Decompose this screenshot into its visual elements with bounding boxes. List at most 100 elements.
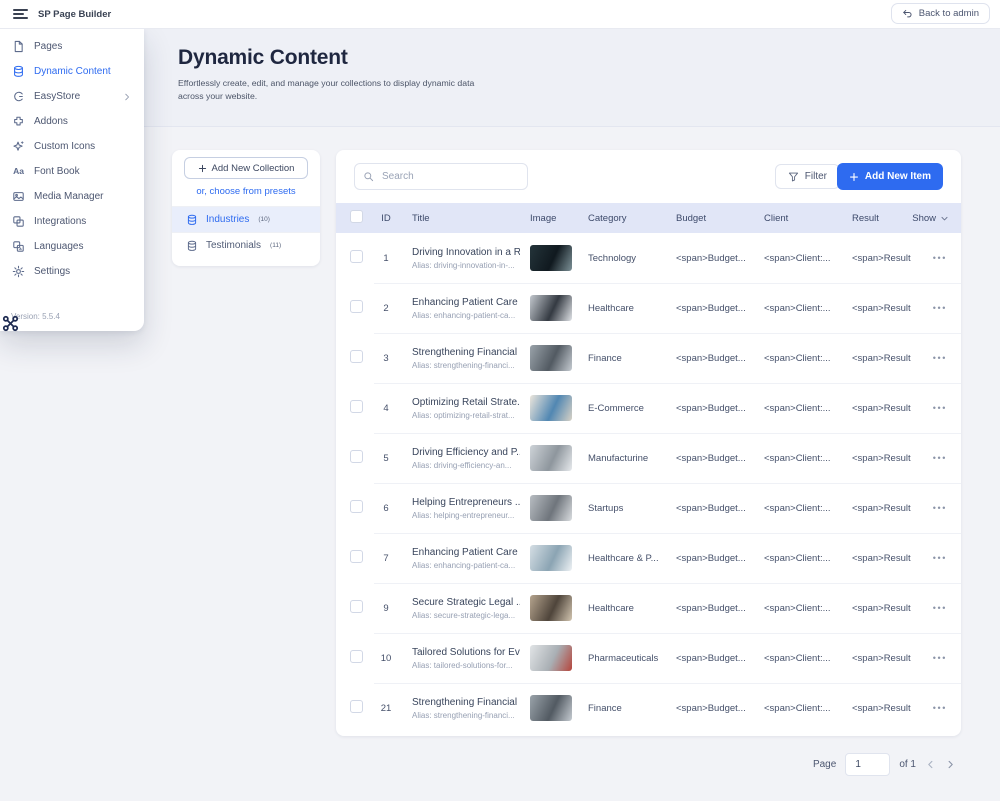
row-actions-button[interactable]: ••• — [932, 603, 947, 613]
sidebar-item-label: Custom Icons — [34, 141, 96, 152]
row-budget: <span>Budget... — [676, 302, 746, 314]
row-client: <span>Client:... — [764, 502, 831, 514]
row-client: <span>Client:... — [764, 302, 831, 314]
row-checkbox[interactable] — [350, 700, 363, 713]
row-actions-button[interactable]: ••• — [932, 453, 947, 463]
search-input[interactable] — [380, 170, 519, 183]
table-row: 3 Strengthening Financial ... Alias: stren… — [336, 333, 961, 383]
row-actions-button[interactable]: ••• — [932, 303, 947, 313]
row-checkbox[interactable] — [350, 650, 363, 663]
next-page-button[interactable] — [945, 759, 956, 770]
row-id: 2 — [383, 302, 389, 314]
row-checkbox[interactable] — [350, 450, 363, 463]
page-label: Page — [812, 759, 837, 770]
sidebar-item-label: Font Book — [34, 166, 80, 177]
column-header-result: Result — [852, 212, 879, 224]
table-row: 7 Enhancing Patient Care ... Alias: enhanc… — [336, 533, 961, 583]
plus-icon — [198, 164, 207, 173]
sidebar-item-label: Languages — [34, 241, 84, 252]
row-thumbnail — [530, 545, 572, 571]
row-thumbnail — [530, 245, 572, 271]
table-row: 1 Driving Innovation in a R... Alias: driv… — [336, 233, 961, 283]
sidebar-item-custom-icons[interactable]: Custom Icons — [0, 134, 144, 159]
row-checkbox[interactable] — [350, 400, 363, 413]
table-row: 6 Helping Entrepreneurs ... Alias: helping… — [336, 483, 961, 533]
row-actions-button[interactable]: ••• — [932, 653, 947, 663]
row-thumbnail — [530, 345, 572, 371]
settings-icon — [12, 265, 25, 278]
search-box — [354, 163, 528, 190]
page-number-input[interactable] — [845, 753, 891, 776]
column-header-title: Title — [412, 212, 430, 224]
add-new-collection-button[interactable]: Add New Collection — [184, 157, 308, 179]
collection-item-label: Testimonials — [206, 240, 262, 251]
row-budget: <span>Budget... — [676, 502, 746, 514]
table-header-row: ID Title Image Category Budget Client Re… — [336, 203, 961, 233]
row-checkbox[interactable] — [350, 550, 363, 563]
sidebar-item-font-book[interactable]: Aa Font Book — [0, 159, 144, 184]
row-actions-button[interactable]: ••• — [932, 403, 947, 413]
row-actions-button[interactable]: ••• — [932, 503, 947, 513]
sidebar-item-media-manager[interactable]: Media Manager — [0, 184, 144, 209]
row-title: Enhancing Patient Care ... — [412, 546, 520, 558]
chevron-down-icon — [940, 214, 949, 223]
sidebar-item-pages[interactable]: Pages — [0, 34, 144, 59]
filter-button[interactable]: Filter — [774, 164, 840, 189]
joomla-logo-icon — [2, 315, 19, 337]
collections-list: Industries (10) Testimonials (11) — [172, 206, 320, 258]
collection-item-industries[interactable]: Industries (10) — [172, 206, 320, 232]
row-actions-button[interactable]: ••• — [932, 703, 947, 713]
collection-item-testimonials[interactable]: Testimonials (11) — [172, 232, 320, 258]
pagination: Page of 1 — [813, 753, 956, 776]
back-to-admin-button[interactable]: Back to admin — [890, 3, 990, 24]
row-checkbox[interactable] — [350, 250, 363, 263]
row-thumbnail — [530, 495, 572, 521]
font-book-icon: Aa — [13, 166, 24, 176]
previous-page-button[interactable] — [925, 759, 936, 770]
column-header-budget: Budget — [676, 212, 707, 224]
languages-icon — [12, 240, 25, 253]
add-new-item-button[interactable]: Add New Item — [836, 163, 943, 190]
row-budget: <span>Budget... — [676, 702, 746, 714]
row-title: Strengthening Financial ... — [412, 346, 520, 358]
show-label: Show — [912, 212, 936, 224]
row-result: <span>Result — [852, 252, 911, 264]
row-category: Finance — [588, 702, 622, 714]
topbar: SP Page Builder Back to admin — [0, 0, 1000, 29]
page-of-label: of 1 — [899, 759, 916, 770]
row-checkbox[interactable] — [350, 350, 363, 363]
sidebar-item-easystore[interactable]: EasyStore — [0, 84, 144, 109]
custom-icons-icon — [12, 140, 25, 153]
row-alias: Alias: strengthening-financi... — [412, 360, 515, 370]
sidebar-item-dynamic-content[interactable]: Dynamic Content — [0, 59, 144, 84]
select-all-checkbox[interactable] — [350, 210, 363, 223]
sidebar-item-settings[interactable]: Settings — [0, 259, 144, 284]
row-actions-button[interactable]: ••• — [932, 253, 947, 263]
row-actions-button[interactable]: ••• — [932, 353, 947, 363]
menu-toggle-icon[interactable] — [13, 6, 28, 21]
row-checkbox[interactable] — [350, 600, 363, 613]
row-id: 3 — [383, 352, 389, 364]
row-alias: Alias: driving-innovation-in-... — [412, 260, 515, 270]
row-checkbox[interactable] — [350, 500, 363, 513]
sidebar-menu: Pages Dynamic Content EasyStore Addons Custo… — [0, 28, 144, 332]
sidebar-item-label: Media Manager — [34, 191, 104, 202]
row-category: Startups — [588, 502, 624, 514]
sidebar-item-label: Integrations — [34, 216, 87, 227]
row-actions-button[interactable]: ••• — [932, 553, 947, 563]
page-header: Dynamic Content Effortlessly create, edi… — [0, 28, 1000, 127]
choose-presets-link[interactable]: or, choose from presets — [196, 186, 296, 197]
collection-item-label: Industries — [206, 214, 250, 225]
show-dropdown[interactable]: Show — [912, 213, 961, 224]
sidebar-item-addons[interactable]: Addons — [0, 109, 144, 134]
row-title: Driving Innovation in a R... — [412, 246, 520, 258]
row-alias: Alias: enhancing-patient-ca... — [412, 310, 516, 320]
row-checkbox[interactable] — [350, 300, 363, 313]
row-id: 7 — [383, 552, 389, 564]
row-budget: <span>Budget... — [676, 652, 746, 664]
row-title: Enhancing Patient Care ... — [412, 296, 520, 308]
sidebar-item-languages[interactable]: Languages — [0, 234, 144, 259]
row-alias: Alias: optimizing-retail-strat... — [412, 410, 515, 420]
easystore-icon — [12, 90, 25, 103]
sidebar-item-integrations[interactable]: Integrations — [0, 209, 144, 234]
